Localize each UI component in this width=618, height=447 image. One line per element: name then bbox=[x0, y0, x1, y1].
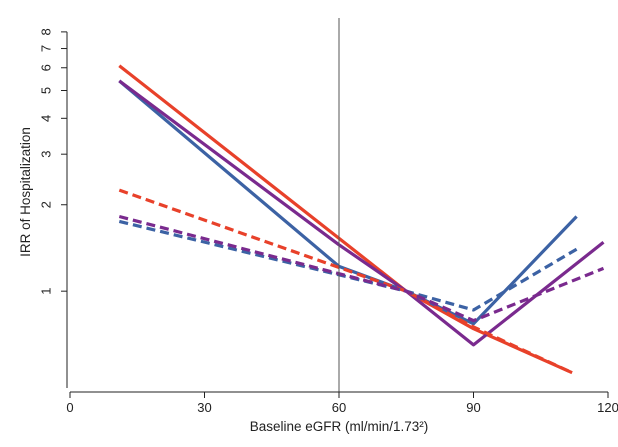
x-tick-label: 120 bbox=[597, 400, 618, 415]
x-tick-label: 0 bbox=[66, 400, 73, 415]
y-axis-title: IRR of Hospitalization bbox=[18, 127, 33, 257]
y-tick-label: 4 bbox=[38, 115, 53, 122]
series-layer bbox=[118, 64, 605, 375]
series-line-purple-dashed bbox=[118, 214, 605, 323]
x-tick-label: 90 bbox=[466, 400, 480, 415]
x-tick-label: 60 bbox=[332, 400, 346, 415]
x-tick-label: 30 bbox=[197, 400, 211, 415]
x-axis-title: Baseline eGFR (ml/min/1.73²) bbox=[250, 419, 429, 434]
y-tick-label: 5 bbox=[38, 87, 53, 94]
series-line-red-dashed bbox=[118, 188, 573, 375]
y-tick-label: 6 bbox=[38, 64, 53, 71]
y-tick-label: 7 bbox=[38, 45, 53, 52]
y-tick-label: 3 bbox=[38, 151, 53, 158]
axes-layer: 0 30 60 90 120 1 2 3 4 5 6 7 8 bbox=[38, 18, 618, 415]
y-tick-label: 2 bbox=[38, 201, 53, 208]
y-tick-label: 1 bbox=[38, 288, 53, 295]
y-tick-label: 8 bbox=[38, 28, 53, 35]
series-line-blue-dashed bbox=[118, 219, 578, 312]
